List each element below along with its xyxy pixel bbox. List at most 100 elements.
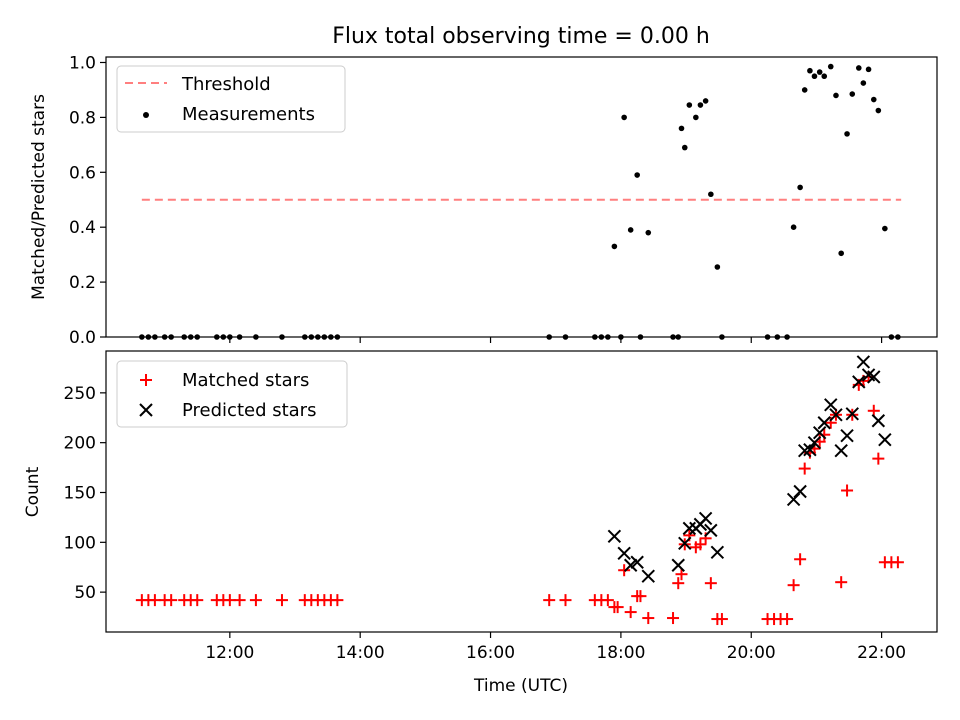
matched-point: [781, 613, 794, 626]
measurement-point: [855, 65, 862, 71]
matched-point: [818, 428, 831, 441]
matched-point: [672, 577, 685, 590]
bottom-plot-frame: [105, 350, 938, 633]
matched-point: [601, 594, 614, 607]
measurement-point: [797, 184, 803, 191]
measurement-point: [860, 80, 867, 86]
measurement-point: [645, 229, 652, 236]
predicted-point: [641, 569, 655, 583]
top-y-tick-label: 0.0: [69, 328, 96, 348]
measurement-point: [697, 102, 704, 108]
matched-point: [694, 538, 707, 551]
measurement-point: [816, 69, 823, 75]
matched-point: [715, 613, 728, 626]
predicted-point: [829, 408, 843, 422]
matched-point: [611, 601, 624, 614]
predicted-point: [710, 545, 725, 559]
predicted-point: [671, 558, 685, 572]
top-y-tick-label: 0.2: [69, 273, 96, 293]
top-y-tick-label: 1.0: [69, 53, 96, 73]
matched-point: [624, 606, 637, 619]
bottom-y-tick-label: 100: [64, 533, 96, 553]
measurement-point: [790, 224, 797, 230]
measurement-point: [801, 87, 808, 93]
predicted-point: [607, 529, 622, 544]
measurement-point: [833, 92, 839, 99]
matched-point: [642, 612, 655, 625]
bottom-y-tick-label: 250: [64, 384, 96, 404]
measurement-point: [827, 63, 834, 70]
matched-point: [835, 576, 848, 589]
matched-point: [634, 590, 647, 603]
matched-point: [543, 594, 556, 607]
measurement-point: [870, 96, 877, 103]
predicted-point: [867, 370, 881, 384]
predicted-point: [807, 435, 822, 450]
predicted-point: [840, 428, 854, 443]
measurement-point: [702, 98, 709, 104]
top-plot-frame: [105, 56, 938, 338]
predicted-point: [812, 426, 827, 440]
measurement-point: [821, 73, 828, 80]
x-tick-label: 12:00: [205, 643, 254, 663]
measurement-point: [865, 66, 872, 73]
matched-point: [891, 556, 904, 569]
matched-legend-swatch: [140, 374, 152, 386]
predicted-point: [871, 414, 886, 428]
matched-point: [667, 612, 680, 625]
matched-point: [841, 484, 854, 497]
measurement-point: [621, 114, 627, 121]
matched-point: [824, 416, 837, 429]
measurement-point: [844, 131, 850, 137]
matched-point: [794, 553, 807, 566]
bottom-subplot: Count Time (UTC) 50 100 150 200 250 12:00 14:0…: [23, 350, 938, 696]
predicted-point: [617, 546, 631, 560]
x-tick-label: 18:00: [596, 643, 645, 663]
predicted-point: [786, 492, 801, 507]
measurement-point: [686, 102, 693, 108]
predicted-point: [682, 521, 697, 536]
predicted-point: [623, 558, 638, 572]
predicted-point: [797, 443, 812, 458]
matched-point: [249, 594, 262, 607]
top-legend: Threshold Measurements: [116, 65, 346, 133]
matched-legend-label: Matched stars: [182, 370, 309, 391]
predicted-point: [824, 398, 838, 412]
matched-point: [704, 577, 717, 590]
top-y-tick-label: 0.8: [69, 108, 96, 128]
x-axis-label: Time (UTC): [473, 676, 568, 696]
measurement-point: [882, 225, 888, 232]
x-tick-label: 16:00: [466, 643, 515, 663]
measurement-point: [714, 264, 721, 270]
predicted-point: [630, 555, 644, 569]
bottom-y-axis-label: Count: [23, 466, 43, 517]
x-tick-label: 22:00: [857, 643, 906, 663]
measurement-point: [693, 114, 699, 121]
predicted-point: [704, 523, 718, 538]
matched-point: [787, 579, 800, 592]
measurement-point: [678, 125, 685, 132]
measurement-point: [811, 73, 818, 80]
x-tick-label: 14:00: [336, 643, 385, 663]
predicted-point: [698, 511, 713, 526]
top-y-axis-label: Matched/Predicted stars: [29, 94, 49, 300]
measurements-legend-label: Measurements: [182, 104, 315, 125]
matched-point: [191, 594, 204, 607]
top-y-tick-label: 0.4: [69, 218, 96, 238]
predicted-point: [878, 432, 892, 447]
measurement-point: [708, 191, 714, 198]
predicted-legend-swatch: [139, 403, 153, 417]
predicted-point: [845, 407, 859, 421]
bottom-y-tick-label: 200: [64, 434, 96, 454]
predicted-point: [834, 443, 848, 458]
matched-point: [559, 594, 572, 607]
matched-point: [872, 452, 885, 465]
predicted-point: [852, 375, 866, 389]
measurement-point: [807, 67, 813, 74]
matched-point: [331, 594, 344, 607]
bottom-legend: Matched stars Predicted stars: [116, 360, 348, 428]
x-tick-label: 20:00: [727, 643, 776, 663]
matched-point: [165, 594, 178, 607]
predicted-point: [817, 416, 831, 430]
